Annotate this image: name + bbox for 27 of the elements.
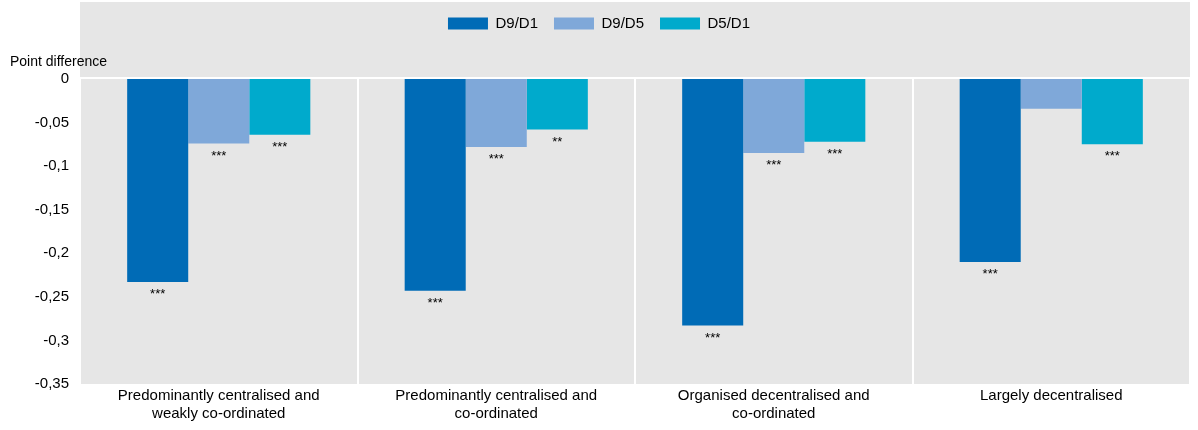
x-tick-label: Largely decentralised xyxy=(979,386,1123,404)
data-label: *** xyxy=(827,145,843,161)
y-tick-label: -0,1 xyxy=(43,156,69,174)
legend-label: D5/D1 xyxy=(707,13,751,31)
x-tick-label: Predominantly centralised and co-ordinated xyxy=(395,386,598,422)
y-axis-title: Point difference xyxy=(10,52,108,69)
y-tick-label: -0,05 xyxy=(34,112,69,130)
y-tick-label: -0,2 xyxy=(43,243,69,261)
data-label: *** xyxy=(766,157,782,173)
data-label: *** xyxy=(1104,148,1120,164)
legend-label: D9/D1 xyxy=(495,13,539,31)
data-label: *** xyxy=(427,294,443,310)
x-tick-label: Organised decentralised and co-ordinated xyxy=(677,386,870,422)
data-label: *** xyxy=(982,266,998,282)
data-label: ** xyxy=(552,133,563,149)
data-label: *** xyxy=(705,329,721,345)
data-label: *** xyxy=(150,286,166,302)
y-tick-label: -0,3 xyxy=(43,330,69,348)
legend-label: D9/D5 xyxy=(601,13,645,31)
x-tick-label: Predominantly centralised and weakly co-ordinated xyxy=(117,386,320,422)
y-tick-label: -0,25 xyxy=(34,287,69,304)
data-label: *** xyxy=(272,138,288,154)
y-tick-label: 0 xyxy=(60,69,69,87)
y-tick-label: -0,35 xyxy=(34,374,69,392)
y-tick-label: -0,15 xyxy=(34,199,69,217)
data-label: *** xyxy=(488,151,504,167)
data-label: *** xyxy=(211,147,227,163)
